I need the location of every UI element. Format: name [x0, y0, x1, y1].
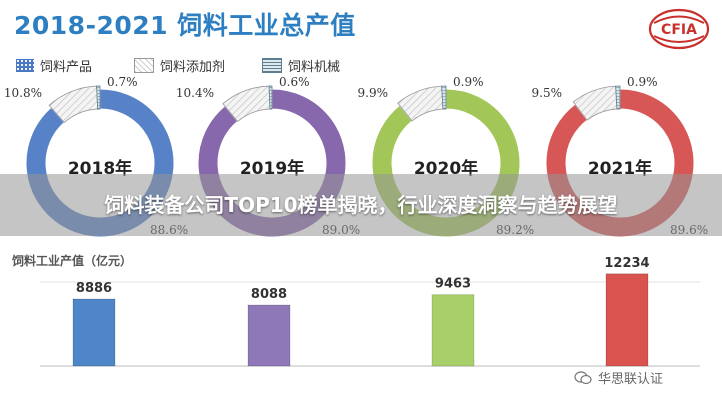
overlay-headline: 饲料装备公司TOP10榜单揭晓，行业深度洞察与趋势展望 — [104, 193, 618, 217]
slice-label-feed-machinery: 0.7% — [107, 75, 138, 89]
wechat-icon — [574, 370, 592, 384]
svg-text:CFIA: CFIA — [661, 22, 697, 38]
overlay-band — [0, 174, 722, 236]
slice-label-feed-additive: 9.9% — [358, 86, 389, 100]
legend-label: 饲料添加剂 — [160, 60, 226, 75]
legend-label: 饲料机械 — [288, 60, 341, 75]
donut-slice-feed-machinery — [441, 85, 447, 110]
slice-label-feed-additive: 10.4% — [176, 86, 214, 100]
bar-value-label: 12234 — [604, 256, 649, 271]
donut-slice-feed-machinery — [96, 85, 101, 110]
bar-value-label: 8088 — [251, 287, 287, 302]
slice-label-feed-machinery: 0.9% — [453, 75, 484, 89]
donut-center-label: 2018年 — [68, 158, 132, 179]
donut-slice-feed-machinery — [615, 85, 621, 110]
hatch-swatch-icon — [134, 58, 154, 73]
bar-value-label: 9463 — [435, 277, 471, 292]
dots-swatch-icon — [16, 59, 34, 72]
donut-slice-feed-machinery — [268, 85, 273, 110]
slice-label-feed-machinery: 0.9% — [627, 75, 658, 89]
lines-swatch-icon — [262, 58, 282, 73]
watermark: 华思联认证 — [574, 368, 663, 387]
bar-chart-title: 饲料工业产值（亿元） — [12, 254, 133, 268]
donut-center-label: 2020年 — [414, 158, 478, 179]
slice-label-feed-machinery: 0.6% — [279, 75, 310, 89]
donut-center-label: 2019年 — [240, 158, 304, 179]
bar — [72, 298, 116, 367]
legend-item-feed-product: 饲料产品 — [16, 56, 92, 75]
bar — [605, 273, 649, 367]
watermark-text: 华思联认证 — [598, 372, 664, 387]
bar-value-label: 8886 — [76, 281, 112, 296]
legend-item-feed-machinery: 饲料机械 — [262, 56, 340, 75]
bar — [431, 294, 475, 367]
bar — [247, 304, 291, 367]
donut-center-label: 2021年 — [588, 158, 652, 179]
slice-label-feed-additive: 10.8% — [4, 86, 42, 100]
legend-item-feed-additive: 饲料添加剂 — [134, 56, 225, 75]
cfia-logo: CFIA — [648, 8, 710, 50]
slice-label-feed-additive: 9.5% — [532, 86, 563, 100]
legend-label: 饲料产品 — [40, 60, 93, 75]
page-title: 2018-2021 饲料工业总产值 — [14, 11, 356, 40]
